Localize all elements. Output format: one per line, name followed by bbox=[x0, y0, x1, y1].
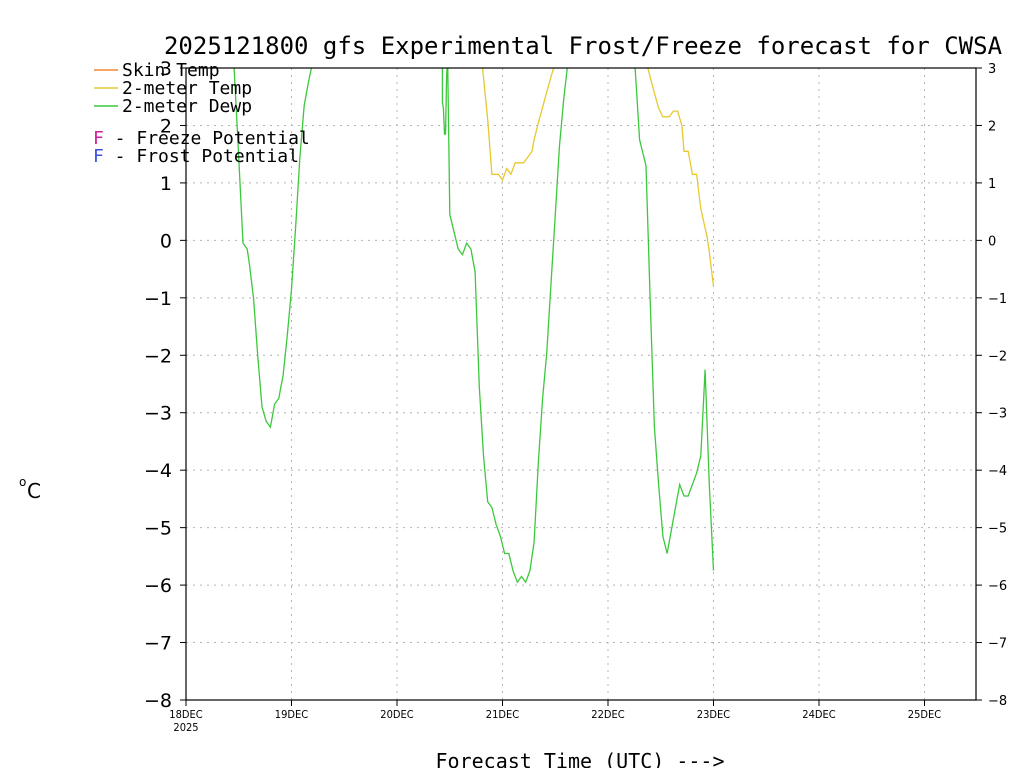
series-layer bbox=[233, 68, 715, 584]
x-tick-label: 20DEC bbox=[380, 708, 413, 721]
potential-letter: F bbox=[93, 128, 104, 149]
series-line-2 bbox=[233, 68, 313, 429]
x-tick-year: 2025 bbox=[173, 721, 198, 734]
series-line-4 bbox=[634, 68, 715, 571]
potential-text: - Frost Potential bbox=[104, 146, 299, 167]
y-tick-label-right: −3 bbox=[988, 407, 1007, 422]
y-tick-label: −1 bbox=[144, 288, 172, 310]
grid-lines bbox=[186, 68, 976, 700]
potential-legend-entry: F - Freeze Potential bbox=[93, 128, 310, 149]
y-tick-label-right: −4 bbox=[988, 464, 1007, 479]
x-tick-label: 19DEC bbox=[275, 708, 308, 721]
legend-label: Skin Temp bbox=[122, 60, 220, 81]
y-tick-label: 3 bbox=[160, 58, 172, 80]
chart-title: 2025121800 gfs Experimental Frost/Freeze… bbox=[164, 32, 1003, 60]
y-tick-label: −2 bbox=[144, 345, 172, 367]
potential-letter: F bbox=[93, 146, 104, 167]
left-y-axis: 3 2 1 0 −1 −2 −3 −4 −5 −6 −7 −8 bbox=[144, 58, 186, 712]
right-y-axis: 3 2 1 0 −1 −2 −3 −4 −5 −6 −7 −8 bbox=[976, 62, 1007, 709]
y-tick-label-right: −2 bbox=[988, 349, 1007, 364]
degree-symbol: o bbox=[19, 475, 26, 489]
x-tick-label: 23DEC bbox=[697, 708, 730, 721]
y-tick-label: −3 bbox=[144, 403, 172, 425]
x-tick-label: 18DEC bbox=[169, 708, 202, 721]
y-tick-label: −8 bbox=[144, 690, 172, 712]
y-tick-label-right: 2 bbox=[988, 119, 996, 134]
x-axis-label: Forecast Time (UTC) ---> bbox=[436, 749, 725, 768]
y-tick-label: 2 bbox=[160, 115, 172, 137]
y-tick-label-right: 3 bbox=[988, 62, 996, 77]
legend-label: 2-meter Temp bbox=[122, 78, 252, 99]
x-axis: 18DEC 19DEC 20DEC 21DEC 22DEC 23DEC 24DEC 25DEC… bbox=[169, 700, 941, 734]
y-tick-label-right: −8 bbox=[988, 694, 1007, 709]
y-tick-label: 0 bbox=[160, 230, 172, 252]
x-tick-label: 22DEC bbox=[591, 708, 624, 721]
y-tick-label: −5 bbox=[144, 518, 172, 540]
x-tick-label: 24DEC bbox=[802, 708, 835, 721]
y-tick-label: −7 bbox=[144, 633, 172, 655]
x-tick-label: 25DEC bbox=[908, 708, 941, 721]
series-line-3 bbox=[441, 68, 568, 584]
series-line-1 bbox=[647, 68, 715, 287]
y-tick-label: 1 bbox=[160, 173, 172, 195]
plot-frame bbox=[185, 67, 977, 701]
y-tick-label: −4 bbox=[144, 460, 172, 482]
y-tick-label-right: 0 bbox=[988, 234, 996, 249]
legend-label: 2-meter Dewp bbox=[122, 96, 252, 117]
celsius-letter: C bbox=[27, 479, 41, 503]
y-tick-label: −6 bbox=[144, 575, 172, 597]
y-tick-label-right: 1 bbox=[988, 177, 996, 192]
y-tick-label-right: −7 bbox=[988, 637, 1007, 652]
potential-legend-entry: F - Frost Potential bbox=[93, 146, 299, 167]
y-tick-label-right: −1 bbox=[988, 292, 1007, 307]
potential-text: - Freeze Potential bbox=[104, 128, 310, 149]
x-tick-label: 21DEC bbox=[486, 708, 519, 721]
series-line-0 bbox=[481, 68, 555, 182]
y-tick-label-right: −6 bbox=[988, 579, 1007, 594]
y-tick-label-right: −5 bbox=[988, 522, 1007, 537]
y-axis-label: o C bbox=[19, 475, 41, 503]
